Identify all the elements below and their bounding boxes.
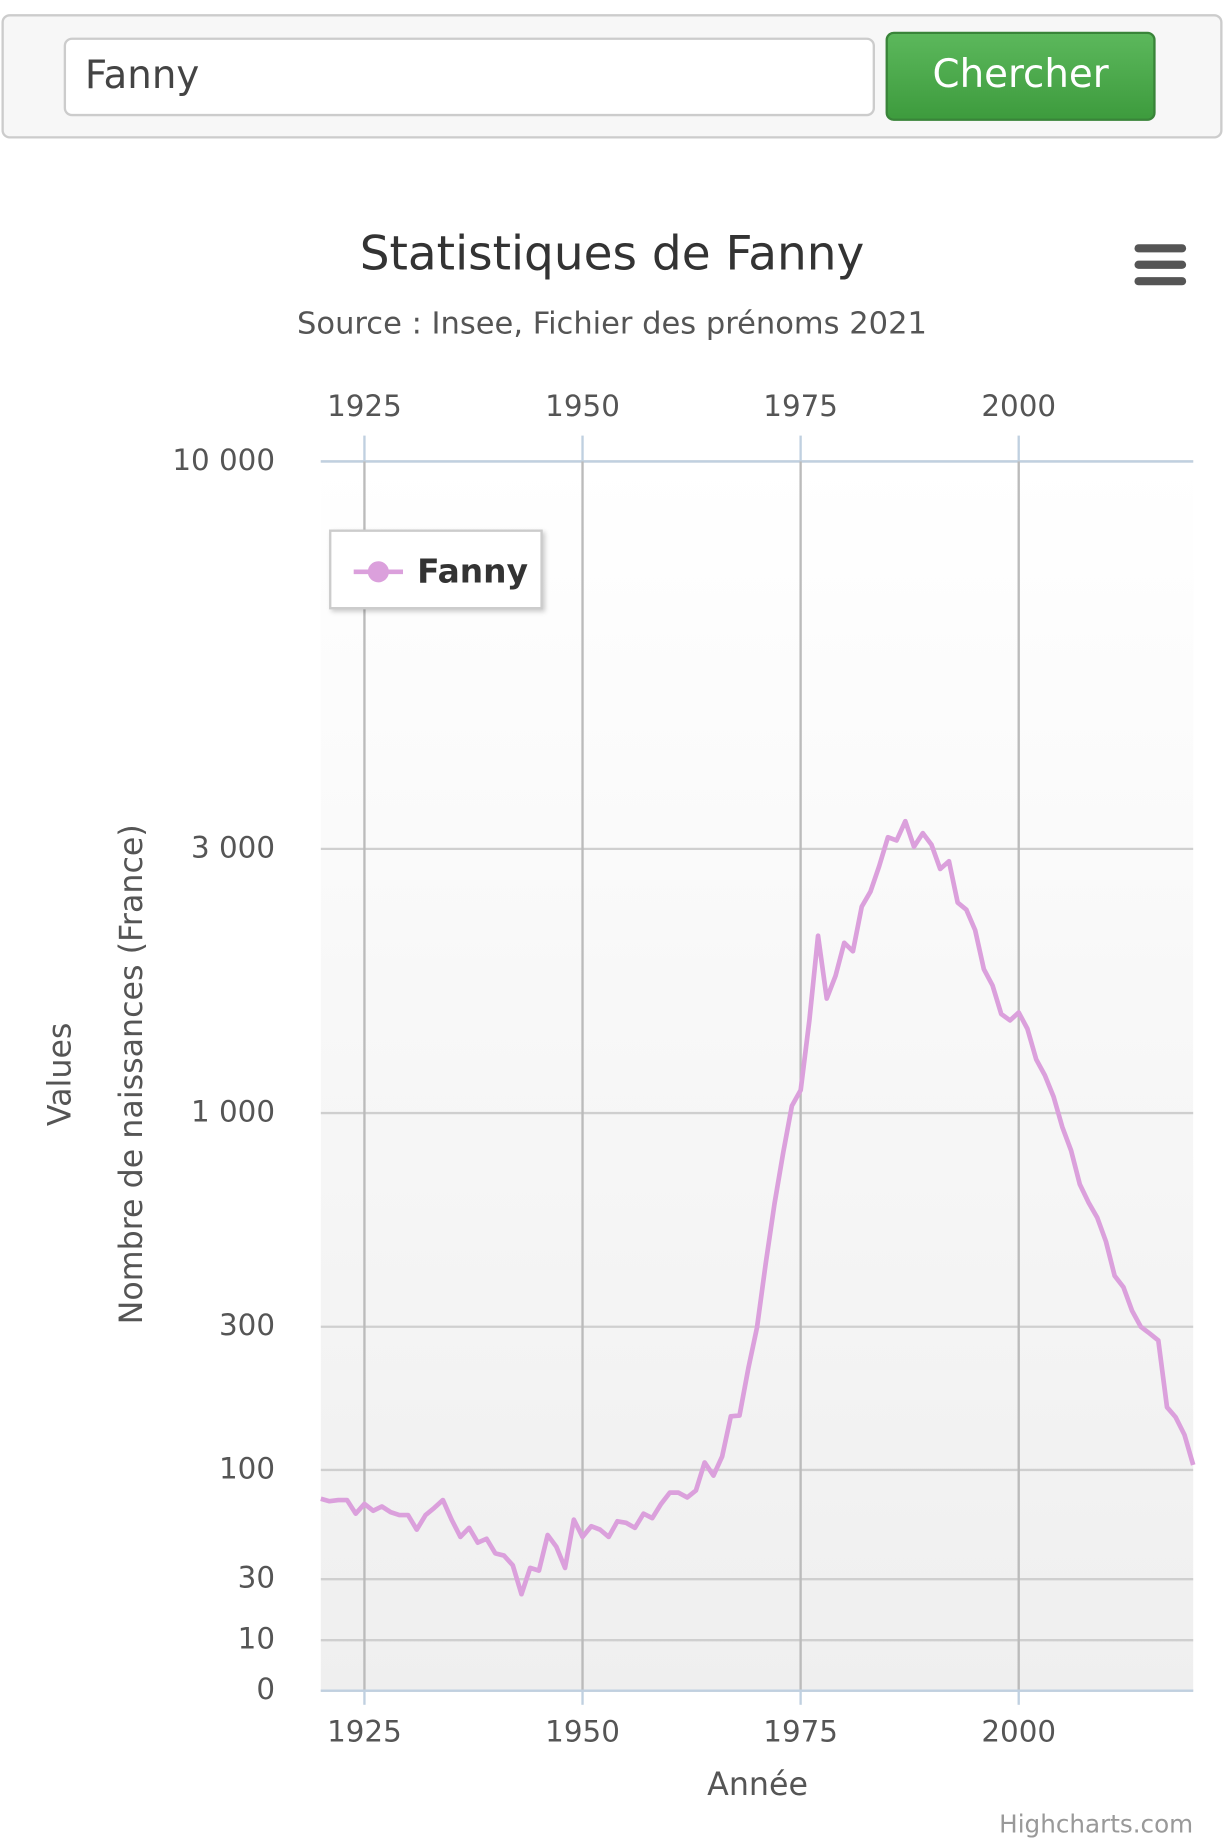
legend-marker (367, 561, 389, 583)
menu-icon[interactable] (1134, 244, 1187, 286)
y-tick-label: 1 000 (191, 1095, 275, 1129)
y-tick-label: 100 (219, 1451, 275, 1485)
credits[interactable]: Highcharts.com (999, 1810, 1193, 1839)
search-value: Fanny (85, 53, 199, 98)
plot-area (320, 461, 1194, 1691)
y-tick-label: 3 000 (191, 830, 275, 864)
y-tick-label: 300 (219, 1308, 275, 1342)
search-button[interactable] (885, 31, 1156, 121)
search-input[interactable] (63, 37, 875, 117)
x-tick-label: 1925 (327, 389, 402, 423)
x-tick-label: 1950 (545, 389, 620, 423)
y-axis-title: Values (42, 1023, 78, 1127)
series-line (320, 818, 1196, 1597)
x-tick-label: 1925 (327, 1714, 402, 1748)
x-tick-label: 2000 (981, 389, 1056, 423)
legend-label[interactable]: Fanny (417, 551, 528, 590)
search-button-label: Chercher (933, 52, 1109, 97)
x-tick-label: 1950 (545, 1714, 620, 1748)
y-tick-label: 10 000 (172, 443, 275, 477)
y-tick-label: 30 (238, 1561, 275, 1595)
chart-subtitle: Source : Insee, Fichier des prénoms 2021 (297, 307, 927, 342)
y-tick-label: 10 (238, 1622, 275, 1656)
y-axis-title: Nombre de naissances (France) (114, 824, 150, 1324)
y-tick-label: 0 (256, 1672, 275, 1706)
x-tick-label: 1975 (763, 1714, 838, 1748)
x-tick-label: 2000 (981, 1714, 1056, 1748)
x-tick-label: 1975 (763, 389, 838, 423)
chart-title: Statistiques de Fanny (360, 227, 865, 282)
x-axis-title: Année (707, 1767, 808, 1803)
